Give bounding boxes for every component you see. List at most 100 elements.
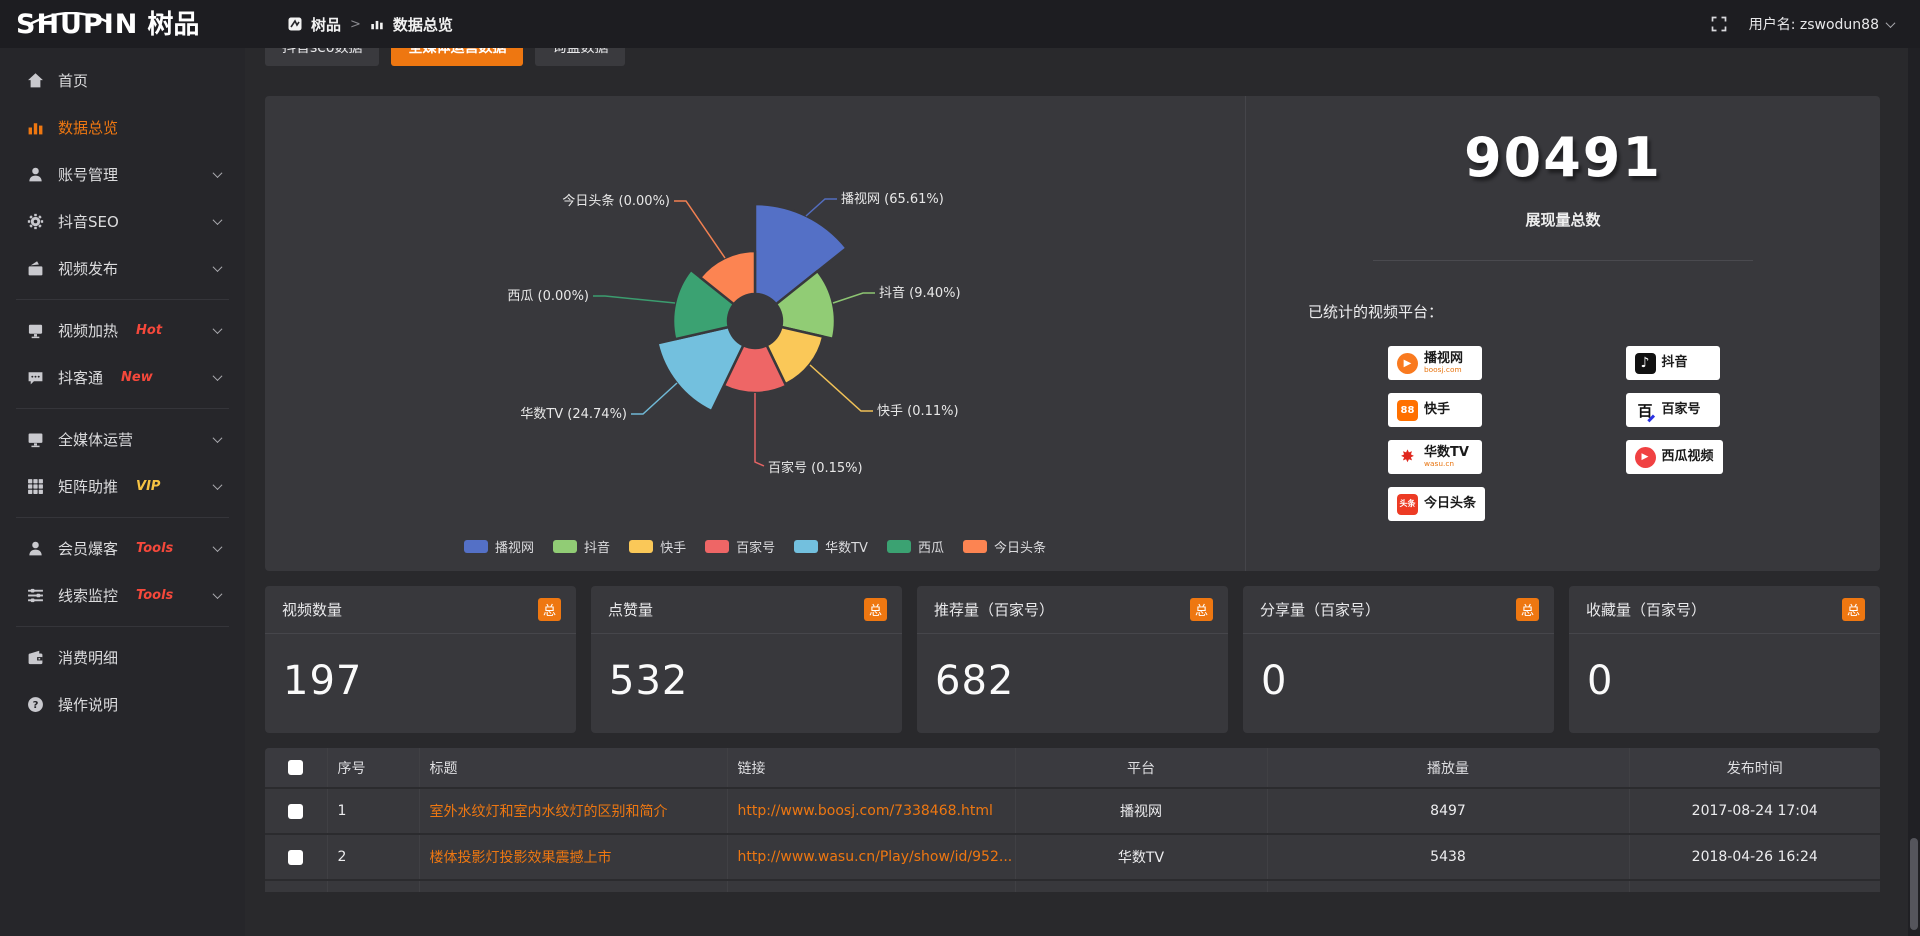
legend-swatch <box>553 540 578 553</box>
total-badge[interactable]: 总 <box>864 598 887 621</box>
sidebar-item-12[interactable]: 消费明细 <box>0 634 245 681</box>
legend-label: 今日头条 <box>993 541 1046 556</box>
pie-slice-西瓜[interactable] <box>671 268 736 341</box>
sidebar-item-4[interactable]: 抖音SEO <box>0 198 245 245</box>
stat-cards-row: 视频数量总 197 点赞量总 532 推荐量（百家号）总 682 分享量（百家号）总 0 收藏量… <box>265 586 1880 733</box>
main-content: 抖音seo数据 全媒体运营数据 询盘数据 播视网 (65.61%) 抖音 (9.40%… <box>245 0 1920 892</box>
legend-item-今日头条[interactable]: 今日头条 <box>962 537 1046 556</box>
platform-badge-播视网[interactable]: ▶ 播视网 boosj.com <box>1388 346 1482 380</box>
legend-label: 华数TV <box>825 541 868 556</box>
legend-item-快手[interactable]: 快手 <box>629 537 686 556</box>
sidebar-item-7[interactable]: 抖客通 New <box>0 354 245 401</box>
platform-name: 今日头条 <box>1424 496 1477 512</box>
breadcrumb-current[interactable]: 数据总览 <box>392 15 453 34</box>
select-all-checkbox[interactable] <box>288 760 304 775</box>
help-icon: ? <box>28 697 43 712</box>
top-header-bar: SHUPIN 树品 树品 > 数据总览 用户名: zswodun88 <box>0 0 1920 48</box>
legend-swatch <box>886 540 911 553</box>
legend-item-西瓜[interactable]: 西瓜 <box>886 537 944 556</box>
platform-name: 快手 <box>1424 402 1451 418</box>
sidebar-item-label: 抖客通 <box>58 369 104 387</box>
legend-swatch <box>464 540 489 553</box>
total-badge[interactable]: 总 <box>1190 598 1213 621</box>
sidebar-item-label: 首页 <box>58 72 89 90</box>
column-header: 发布时间 <box>1628 748 1880 788</box>
legend-item-华数TV[interactable]: 华数TV <box>794 537 868 556</box>
logo-arc-icon <box>30 11 112 24</box>
total-badge[interactable]: 总 <box>1842 598 1865 621</box>
chart-legend: 播视网 抖音 快手 百家号 华数TV 西瓜 今日头条 <box>265 537 1245 556</box>
kuaishou-logo: 88 <box>1397 399 1418 421</box>
sidebar-item-10[interactable]: 会员爆客 Tools <box>0 525 245 572</box>
pie-slice-今日头条[interactable] <box>699 249 757 306</box>
matrix-icon <box>28 479 43 494</box>
pie-slice-华数TV[interactable] <box>656 325 745 413</box>
platform-badge-抖音[interactable]: ♪ 抖音 <box>1625 346 1720 380</box>
column-header: 播放量 <box>1266 748 1629 788</box>
cell-title[interactable]: 楼体投影灯投影效果震撼上市 <box>418 833 727 880</box>
legend-item-播视网[interactable]: 播视网 <box>464 537 534 556</box>
cell-platform: 播视网 <box>1014 787 1267 834</box>
home-icon <box>28 73 43 88</box>
rose-pie-chart[interactable]: 播视网 (65.61%) 抖音 (9.40%) 快手 (0.11%) 百家号 (0.1… <box>265 96 1245 526</box>
sidebar-item-6[interactable]: 视频加热 Hot <box>0 307 245 354</box>
pie-label: 快手 (0.11%) <box>877 404 959 419</box>
platform-badge-grid: ▶ 播视网 boosj.com ♪ 抖音 88 快手 百百家号 ✸ 华数TV wasu.cn ▶ 西瓜视… <box>1303 346 1823 521</box>
pie-slice-播视网[interactable] <box>753 202 848 306</box>
summary-divider <box>1373 260 1753 261</box>
chevron-down-icon <box>212 480 223 491</box>
breadcrumb: 树品 > 数据总览 <box>288 14 453 35</box>
legend-item-百家号[interactable]: 百家号 <box>705 537 775 556</box>
publish-icon <box>28 261 43 276</box>
total-badge[interactable]: 总 <box>538 598 561 621</box>
breadcrumb-root[interactable]: 树品 <box>311 15 342 34</box>
sidebar-item-5[interactable]: 视频发布 <box>0 245 245 292</box>
pie-label-line <box>593 295 676 304</box>
cell-title[interactable]: 室外水纹灯和室内水纹灯的区别和简介 <box>418 787 727 834</box>
sidebar-item-11[interactable]: 线索监控 Tools <box>0 572 245 619</box>
expense-icon <box>28 650 43 665</box>
page-scrollbar[interactable] <box>1908 48 1920 936</box>
pie-slice-抖音[interactable] <box>774 269 837 341</box>
svg-text:?: ? <box>33 700 39 711</box>
sidebar-item-13[interactable]: ? 操作说明 <box>0 681 245 728</box>
sidebar-item-9[interactable]: 矩阵助推 VIP <box>0 463 245 510</box>
row-checkbox[interactable] <box>288 803 304 819</box>
total-badge[interactable]: 总 <box>1516 598 1539 621</box>
legend-label: 百家号 <box>736 541 776 556</box>
platform-badge-华数TV[interactable]: ✸ 华数TV wasu.cn <box>1388 440 1482 474</box>
sidebar-item-3[interactable]: 账号管理 <box>0 151 245 198</box>
platform-badge-快手[interactable]: 88 快手 <box>1388 393 1482 427</box>
sliders-icon <box>28 588 43 603</box>
pie-label-line <box>809 364 873 412</box>
sidebar-item-label: 矩阵助推 <box>58 478 119 496</box>
cell-link[interactable]: http://www.boosj.com/7338468.html <box>726 787 1015 834</box>
scrollbar-thumb[interactable] <box>1910 838 1918 930</box>
table-row-partial <box>265 879 1880 892</box>
counted-platforms-label: 已统计的视频平台： <box>1308 303 1444 321</box>
cell-published: 2018-04-26 16:24 <box>1628 833 1880 880</box>
chat-icon <box>28 372 43 385</box>
sidebar-item-label: 全媒体运营 <box>58 431 134 449</box>
user-menu[interactable]: 用户名: zswodun88 <box>1749 14 1896 34</box>
platform-badge-百家号[interactable]: 百百家号 <box>1625 393 1720 427</box>
stat-card-title: 收藏量（百家号） <box>1586 601 1707 619</box>
stat-card-2: 点赞量 总 532 <box>591 586 902 733</box>
pie-label-line <box>754 393 765 467</box>
sidebar-item-8[interactable]: 全媒体运营 <box>0 416 245 463</box>
row-checkbox[interactable] <box>288 849 304 865</box>
sidebar-item-1[interactable]: 首页 <box>0 57 245 104</box>
platform-share-chart: 播视网 (65.61%) 抖音 (9.40%) 快手 (0.11%) 百家号 (0.1… <box>265 96 1245 571</box>
cell-link[interactable]: http://www.wasu.cn/Play/show/id/952... <box>726 833 1015 880</box>
fullscreen-icon[interactable] <box>1711 16 1727 32</box>
pie-label: 今日头条 (0.00%) <box>562 193 670 209</box>
logo-text-en: SHUPIN <box>16 8 139 40</box>
platform-badge-今日头条[interactable]: 头条 今日头条 <box>1388 487 1486 521</box>
pie-label-line <box>631 382 678 415</box>
sidebar-item-label: 操作说明 <box>58 696 119 714</box>
legend-item-抖音[interactable]: 抖音 <box>553 537 610 556</box>
sidebar-item-2[interactable]: 数据总览 <box>0 104 245 151</box>
impressions-total-label: 展现量总数 <box>1525 211 1601 229</box>
legend-label: 播视网 <box>495 541 535 556</box>
platform-badge-西瓜视频[interactable]: ▶ 西瓜视频 <box>1625 440 1723 474</box>
